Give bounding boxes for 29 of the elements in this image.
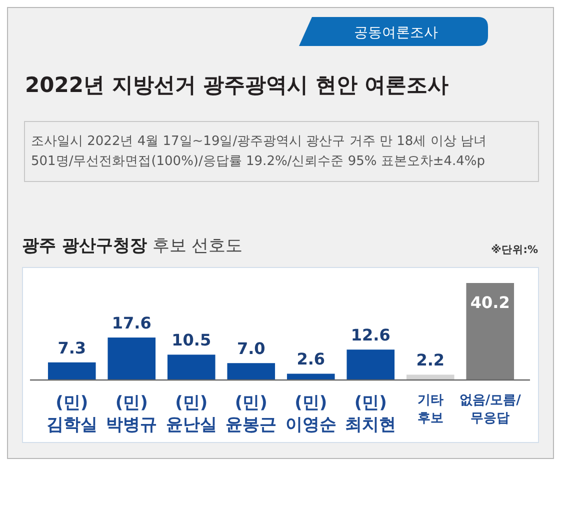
x-tick-label: (민) 이영순 xyxy=(285,393,336,435)
data-label: 2.2 xyxy=(416,350,445,370)
text: ※단위:% xyxy=(491,244,538,256)
chart-subtitle: 광주 광산구청장 후보 선호도 xyxy=(22,236,243,256)
data-label: 7.3 xyxy=(58,338,86,358)
data-label: 7.0 xyxy=(236,339,266,358)
chart-title: 2022년 지방선거 광주광역시 현안 여론조사 xyxy=(25,73,449,97)
bar xyxy=(466,283,514,380)
x-tick-label: (민) 윤난실 xyxy=(166,393,217,435)
x-tick-label: (민) 윤봉근 xyxy=(226,393,277,435)
data-label: 40.2 xyxy=(470,293,510,312)
data-label: 17.6 xyxy=(112,314,152,333)
text: 조사일시 2022년 4월 17일~19일/광주광역시 광산구 거주 만 18세 이상 남녀 501명/무선전화면접(100%)/응답률 19.2%/신뢰수준 95% 표본오차±4.4%p xyxy=(31,134,486,169)
x-tick-label: 기타 후보 xyxy=(417,393,444,426)
data-label: 10.5 xyxy=(172,330,212,350)
bar xyxy=(286,374,335,380)
data-label: 12.6 xyxy=(350,326,390,345)
bar xyxy=(227,363,276,380)
x-tick-label: (민) 최치현 xyxy=(345,393,396,435)
bar xyxy=(406,374,454,380)
x-tick-label: 없음/모름/무응답 xyxy=(459,393,522,426)
bar xyxy=(346,350,395,380)
data-label: 2.6 xyxy=(296,350,326,369)
bar xyxy=(167,354,216,380)
bar xyxy=(48,362,96,380)
x-tick-label: (민) 김학실 xyxy=(46,393,98,435)
text: 공동여론조사 xyxy=(354,25,438,41)
bar xyxy=(108,338,156,380)
x-tick-label: (민) 박병규 xyxy=(106,393,158,435)
